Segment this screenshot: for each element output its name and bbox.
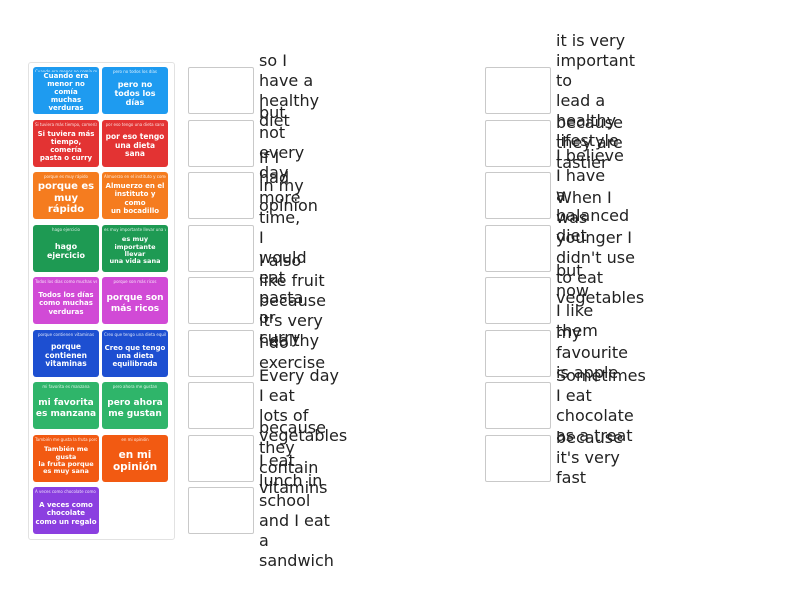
tile-text: en mi opinión xyxy=(112,448,158,473)
drop-slot[interactable] xyxy=(485,277,551,324)
tile-caption: porque contienen vitaminas xyxy=(37,331,95,337)
answer-tile[interactable]: También me gusta la fruta porque es muy … xyxy=(33,434,99,482)
tile-text: mi favorita es manzana xyxy=(35,398,97,419)
drop-slot[interactable] xyxy=(188,277,254,324)
tile-caption: hago ejercicio xyxy=(52,226,80,232)
tile-caption: Cuando era menor no comía muchas verdura… xyxy=(35,69,97,72)
drop-slot[interactable] xyxy=(485,224,551,272)
match-label: it is very important to lead a healthy l… xyxy=(556,30,636,150)
match-label: I also like fruit because it's very heal… xyxy=(259,250,326,350)
tile-text: porque contienen vitaminas xyxy=(45,342,87,369)
tile-text: Almuerzo en el instituto y como un bocad… xyxy=(105,182,165,215)
answer-tile[interactable]: Si tuviera más tiempo, comería pasta o c… xyxy=(33,119,99,167)
tile-caption: Todos los días como muchas verduras xyxy=(35,279,97,284)
answer-tile[interactable]: es muy importante llevar una vida sana es… xyxy=(102,224,168,272)
drop-slot[interactable] xyxy=(188,119,254,167)
answer-tile[interactable]: Almuerzo en el instituto y como un bocad… xyxy=(102,172,168,219)
answer-tile[interactable]: pero ahora me gustan pero ahora me gustan xyxy=(102,382,168,429)
match-label: but now I like them xyxy=(556,260,598,340)
match-label: I do exercise xyxy=(259,333,326,372)
answer-tile[interactable]: porque son más ricos porque son más ricos xyxy=(102,277,168,324)
tile-caption: pero ahora me gustan xyxy=(112,384,158,389)
drop-slot[interactable] xyxy=(188,434,254,482)
match-label: because it's very fast xyxy=(556,428,623,487)
tile-caption: por eso tengo una dieta sana xyxy=(105,121,165,127)
answer-tile[interactable]: por eso tengo una dieta sana por eso teng… xyxy=(102,119,168,167)
answer-tile[interactable]: pero no todos los días pero no todos los … xyxy=(102,67,168,114)
answer-tile[interactable]: porque contienen vitaminas porque contien… xyxy=(33,329,99,377)
tile-caption: Creo que tengo una dieta equilibrada xyxy=(104,331,166,337)
answer-tile[interactable]: Todos los días como muchas verduras Todos… xyxy=(33,277,99,324)
tile-text: porque son más ricos xyxy=(106,293,164,314)
tile-text: pero ahora me gustan xyxy=(107,398,163,419)
drop-slot[interactable] xyxy=(188,67,254,114)
match-label: Sometimes I eat chocolate as a treat xyxy=(556,365,646,445)
tile-text: Si tuviera más tiempo, comería pasta o c… xyxy=(37,129,95,163)
tile-caption: es muy importante llevar una vida sana xyxy=(104,226,166,232)
tile-text: hago ejercicio xyxy=(46,241,85,260)
tile-text: A veces como chocolate como un regalo xyxy=(35,501,97,526)
match-label: in my opinion xyxy=(259,175,318,215)
drop-slot[interactable] xyxy=(485,119,551,167)
tile-caption: en mi opinión xyxy=(121,436,149,442)
tile-caption: mi favorita es manzana xyxy=(42,384,90,389)
answer-tile[interactable]: en mi opinión en mi opinión xyxy=(102,434,168,482)
answer-tile[interactable]: Cuando era menor no comía muchas verdura… xyxy=(33,67,99,114)
answer-tile[interactable]: A veces como chocolate como un regalo A v… xyxy=(33,487,99,534)
drop-slot[interactable] xyxy=(485,172,551,219)
tile-caption: porque son más ricos xyxy=(113,279,157,284)
drop-slot[interactable] xyxy=(485,329,551,377)
tile-caption: También me gusta la fruta porque es muy … xyxy=(35,436,97,442)
tile-text: por eso tengo una dieta sana xyxy=(105,132,165,159)
tile-caption: pero no todos los días xyxy=(113,69,157,74)
drop-slot[interactable] xyxy=(485,67,551,114)
tile-text: También me gusta la fruta porque es muy … xyxy=(38,445,94,476)
drop-slot[interactable] xyxy=(188,382,254,429)
tile-caption: porque es muy rápido xyxy=(44,174,88,179)
tile-text: Cuando era menor no comía muchas verdura… xyxy=(43,71,89,112)
answer-tile[interactable]: hago ejercicio hago ejercicio xyxy=(33,224,99,272)
tile-caption: Almuerzo en el instituto y como un bocad… xyxy=(104,174,166,179)
drop-slot[interactable] xyxy=(188,329,254,377)
match-label: I believe I have a balanced diet xyxy=(556,145,630,245)
tile-text: pero no todos los días xyxy=(114,79,156,108)
drop-slot[interactable] xyxy=(485,382,551,429)
match-label: I eat lunch in school and I eat a sandwi… xyxy=(259,450,334,570)
tile-text: Creo que tengo una dieta equilibrada xyxy=(104,343,166,369)
drop-slot[interactable] xyxy=(188,172,254,219)
answer-tile[interactable]: porque es muy rápido porque es muy rápido xyxy=(33,172,99,219)
answer-tile[interactable]: Creo que tengo una dieta equilibrada Creo… xyxy=(102,329,168,377)
tile-caption: Si tuviera más tiempo, comería pasta o c… xyxy=(35,121,97,127)
answer-tile[interactable]: mi favorita es manzana mi favorita es man… xyxy=(33,382,99,429)
tile-text: es muy importante llevar una vida sana xyxy=(109,235,161,266)
tile-text: Todos los días como muchas verduras xyxy=(38,291,94,316)
drop-slot[interactable] xyxy=(188,487,254,534)
tile-caption: A veces como chocolate como un regalo xyxy=(35,489,97,494)
drop-slot[interactable] xyxy=(188,224,254,272)
tile-text: porque es muy rápido xyxy=(37,181,95,216)
drop-slot[interactable] xyxy=(485,434,551,482)
tile-bank: Cuando era menor no comía muchas verdura… xyxy=(28,62,175,540)
